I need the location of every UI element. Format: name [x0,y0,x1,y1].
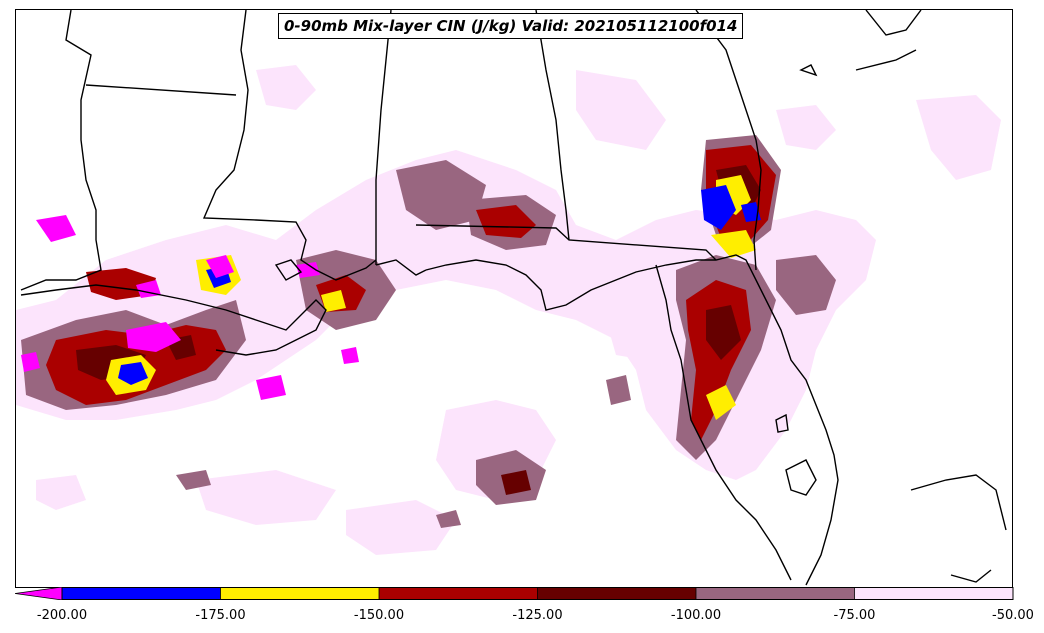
colorbar-segments [61,587,1013,600]
colorbar-segment [537,587,696,600]
cin-map [16,10,1007,586]
colorbar-tick: -75.00 [833,608,876,623]
map-boundaries [20,10,1007,586]
colorbar-extend-triangle [15,587,63,600]
colorbar-tick: -100.00 [670,608,722,623]
colorbar-tick: -150.00 [353,608,405,623]
colorbar-segment [379,587,538,600]
colorbar-tick: -175.00 [195,608,246,623]
colorbar-segment [220,587,379,600]
cin-shading-light [16,65,1001,555]
map-title-box: 0-90mb Mix-layer CIN (J/kg) Valid: 20210… [278,13,744,39]
colorbar-tick: -200.00 [36,608,88,623]
colorbar-segment [854,587,1013,600]
colorbar-tick: -50.00 [992,608,1034,623]
map-title: 0-90mb Mix-layer CIN (J/kg) Valid: 20210… [284,17,738,35]
colorbar-segment [62,587,221,600]
colorbar-tick: -125.00 [512,608,563,623]
colorbar-segment [696,587,855,600]
map-panel [15,9,1013,588]
colorbar-frame [61,587,1014,600]
colorbar [15,587,1014,600]
cin-shading-magenta [21,215,359,400]
